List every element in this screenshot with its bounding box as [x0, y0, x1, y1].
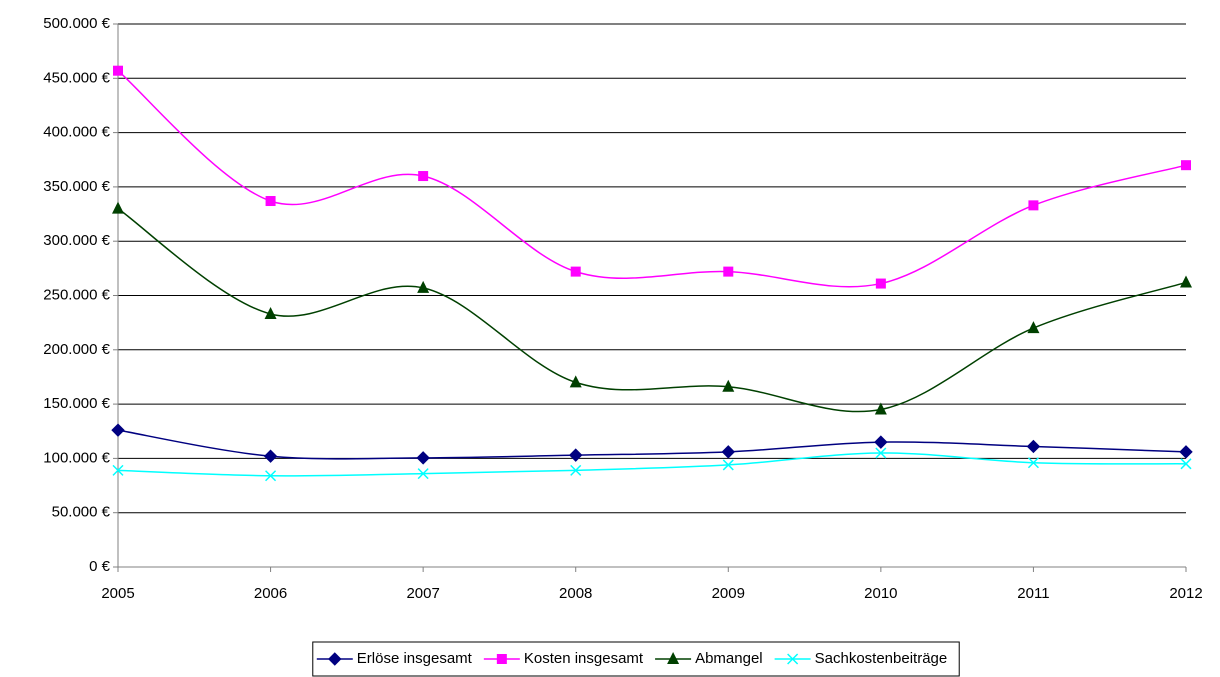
marker [570, 266, 581, 277]
y-tick-label: 200.000 € [43, 341, 110, 358]
marker [1179, 445, 1193, 459]
y-tick-label: 150.000 € [43, 395, 110, 412]
marker [263, 449, 278, 463]
legend-label: Sachkostenbeiträge [815, 650, 948, 667]
y-tick-label: 250.000 € [43, 286, 110, 303]
y-tick-label: 300.000 € [43, 232, 110, 249]
x-tick-label: 2007 [406, 585, 439, 602]
series-line [117, 452, 1187, 477]
legend-label: Erlöse insgesamt [357, 650, 473, 667]
marker [112, 464, 124, 476]
marker [874, 435, 888, 449]
marker [722, 459, 734, 471]
x-tick-label: 2011 [1017, 585, 1049, 602]
legend-box [312, 641, 960, 677]
x-tick-label: 2012 [1169, 585, 1202, 602]
y-tick-label: 450.000 € [43, 69, 110, 86]
marker [1027, 321, 1040, 334]
marker [722, 379, 735, 392]
marker [875, 278, 886, 289]
x-tick-label: 2009 [712, 585, 745, 602]
marker [264, 306, 277, 319]
marker [569, 375, 582, 388]
marker [265, 196, 276, 207]
marker [1027, 457, 1039, 469]
series-line [117, 208, 1187, 413]
x-tick-label: 2005 [101, 585, 134, 602]
x-tick-label: 2006 [254, 585, 287, 602]
marker [111, 423, 125, 437]
marker [723, 266, 734, 277]
marker [570, 464, 582, 476]
y-tick-label: 350.000 € [43, 178, 110, 195]
marker [328, 652, 342, 666]
marker [1180, 275, 1192, 288]
y-tick-label: 0 € [89, 558, 111, 575]
marker [417, 468, 429, 480]
marker [113, 65, 123, 76]
marker [112, 201, 124, 214]
y-tick-label: 50.000 € [52, 504, 111, 521]
marker [667, 652, 680, 664]
marker [418, 171, 429, 182]
y-tick-label: 500.000 € [43, 15, 110, 32]
marker [787, 653, 799, 665]
marker [496, 654, 507, 664]
y-tick-label: 100.000 € [43, 449, 110, 466]
marker [417, 280, 430, 293]
marker [1181, 160, 1191, 171]
marker [874, 402, 887, 415]
marker [416, 451, 430, 465]
legend-label: Abmangel [695, 650, 763, 667]
legend: Erlöse insgesamt Kosten insgesamt Abmangel… [312, 641, 960, 677]
marker [569, 448, 583, 462]
x-tick-label: 2008 [559, 585, 592, 602]
legend-label: Kosten insgesamt [524, 650, 644, 667]
series-line [117, 70, 1187, 288]
marker [721, 445, 735, 459]
series-line [117, 429, 1187, 460]
marker [265, 470, 277, 482]
marker [1026, 439, 1041, 454]
marker [1028, 200, 1039, 211]
marker [1180, 458, 1192, 470]
x-tick-label: 2010 [864, 585, 897, 602]
y-tick-label: 400.000 € [43, 124, 110, 141]
marker [875, 447, 887, 459]
